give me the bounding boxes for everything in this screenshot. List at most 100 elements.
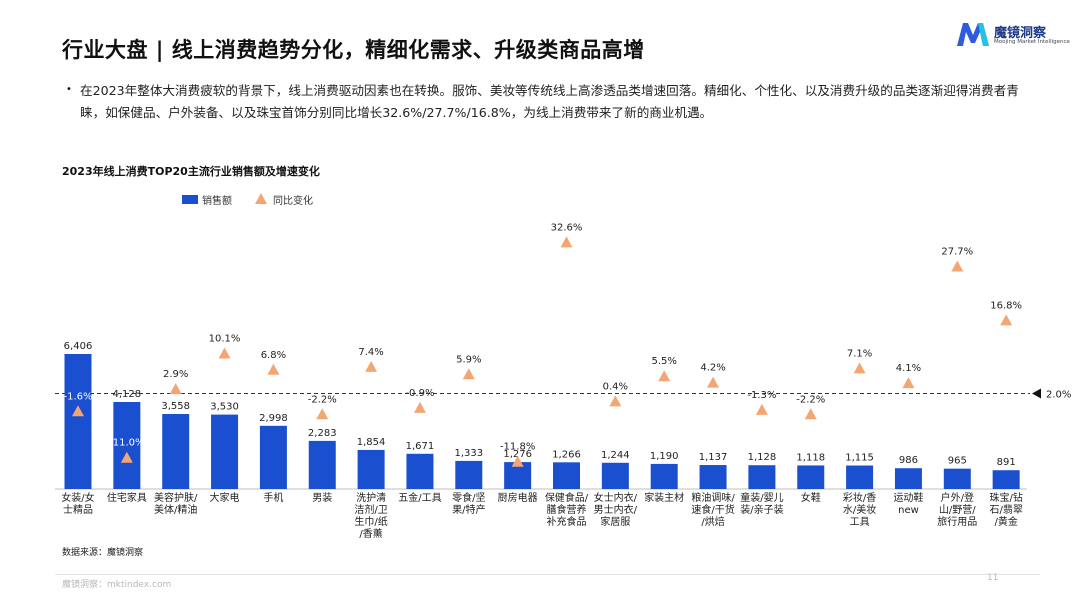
growth-triangle [218, 347, 231, 359]
sales-bar [553, 462, 580, 489]
legend-triangle-icon [255, 193, 267, 204]
growth-value-label: 5.9% [456, 354, 481, 365]
sales-bar [162, 414, 190, 489]
growth-triangle [169, 383, 182, 395]
category-label: 旅行用品 [937, 515, 977, 528]
growth-value-label: 4.2% [700, 363, 725, 374]
category-label: 美容护肤/ [154, 491, 198, 504]
growth-value-label: 0.4% [603, 381, 628, 392]
sales-bar [211, 414, 239, 489]
page-number: 11 [987, 573, 999, 583]
sales-value-label: 1,333 [454, 448, 483, 459]
sales-value-label: 1,854 [357, 437, 386, 448]
moojing-logo-icon [957, 23, 989, 46]
bullet-marker: • [66, 84, 72, 95]
sales-value-label: 1,671 [406, 441, 435, 452]
sales-bar [455, 460, 483, 489]
category-label: 童装/婴儿 [740, 491, 783, 504]
category-label: 零食/坚 [452, 491, 485, 504]
growth-triangle [1000, 314, 1013, 326]
category-label: 女装/女 [61, 491, 94, 504]
category-label: 男装 [312, 491, 332, 504]
category-label: 生巾/纸 [354, 515, 387, 528]
sales-bar [308, 440, 336, 489]
sales-value-label: 1,276 [503, 449, 532, 460]
category-label: 士精品 [63, 503, 93, 516]
growth-triangle [658, 370, 671, 382]
category-label: 住宅家具 [107, 491, 147, 504]
sales-bar [259, 425, 287, 489]
category-label: 男士内衣/ [594, 503, 638, 516]
footer-site: 魔镜洞察：mktindex.com [62, 580, 172, 590]
growth-triangle [413, 401, 426, 413]
category-label: /黄金 [994, 515, 1017, 528]
sales-value-label: 6,406 [64, 341, 93, 352]
category-label: 果/特产 [452, 503, 485, 516]
sales-bar [992, 470, 1020, 489]
logo-name: 魔镜洞察 [994, 26, 1047, 41]
growth-value-label: 5.5% [651, 356, 676, 367]
reference-line-label: 2.0% [1046, 390, 1071, 401]
growth-value-label: 2.9% [163, 369, 188, 380]
category-label: 工具 [850, 516, 870, 528]
summary-bullet: 在2023年整体大消费疲软的背景下，线上消费驱动因素也在转换。服饰、美妆等传统线… [80, 83, 1019, 120]
category-label: 运动鞋 [893, 491, 923, 504]
sales-value-label: 1,137 [699, 452, 728, 463]
reference-arrow-icon [1032, 388, 1041, 399]
sales-value-label: 4,128 [113, 389, 142, 400]
category-label: 女士内衣/ [594, 491, 638, 504]
category-label: 珠宝/钻 [989, 491, 1022, 504]
category-label: 山/野营/ [939, 503, 976, 516]
logo-subtitle: Moojing Market Intelligence [994, 39, 1070, 45]
growth-triangle [902, 377, 915, 389]
sales-value-label: 1,115 [845, 453, 874, 464]
sales-bar [601, 462, 629, 489]
sales-bar [650, 463, 678, 489]
category-label: 五金/工具 [398, 491, 441, 504]
category-label: /烘焙 [701, 515, 724, 528]
category-label: 女鞋 [801, 491, 821, 504]
sales-bar [943, 468, 971, 489]
sales-bar [797, 465, 825, 489]
sales-value-label: 986 [899, 455, 918, 466]
growth-value-label: 4.1% [896, 363, 921, 374]
growth-triangle [951, 260, 964, 272]
legend-bar-label: 销售额 [202, 196, 232, 207]
growth-value-label: 16.8% [990, 300, 1022, 311]
category-label: 补充食品 [547, 515, 587, 528]
category-label: 彩妆/香 [843, 491, 876, 504]
growth-triangle [755, 403, 768, 415]
sales-value-label: 1,128 [748, 452, 777, 463]
growth-value-label: -11.0% [109, 438, 144, 449]
sales-bar [64, 354, 92, 489]
sales-value-label: 1,266 [552, 449, 581, 460]
growth-value-label: -0.9% [405, 388, 434, 399]
footer-divider [55, 574, 1040, 575]
growth-value-label: -2.2% [796, 394, 825, 405]
data-source: 数据来源：魔镜洞察 [62, 548, 144, 558]
growth-triangle [462, 368, 475, 380]
category-label: 石/翡翠 [989, 503, 1022, 516]
sales-value-label: 1,244 [601, 450, 630, 461]
sales-value-label: 965 [948, 456, 967, 467]
growth-value-label: -11.8% [500, 442, 535, 453]
category-label: 膳食营养 [547, 503, 587, 516]
category-label: 家装主材 [644, 491, 684, 504]
growth-value-label: 10.1% [209, 334, 241, 345]
category-label: 洗护清 [356, 491, 386, 504]
category-label: 装/亲子装 [740, 503, 783, 516]
category-label: 洁剂/卫 [354, 503, 387, 516]
growth-value-label: -1.6% [63, 391, 92, 402]
sales-bar [699, 465, 727, 489]
growth-value-label: 7.1% [847, 348, 872, 359]
legend-marker-label: 同比变化 [273, 196, 313, 207]
category-label: /香薰 [359, 527, 382, 540]
growth-value-label: -1.3% [747, 390, 776, 401]
category-label: 厨房电器 [498, 491, 538, 504]
growth-triangle [72, 405, 84, 417]
brand-logo: 魔镜洞察 Moojing Market Intelligence [955, 18, 1070, 52]
sales-bar [113, 402, 141, 489]
category-label: 水/美妆 [843, 503, 876, 516]
growth-value-label: 6.8% [261, 350, 286, 361]
sales-value-label: 3,558 [161, 401, 190, 412]
